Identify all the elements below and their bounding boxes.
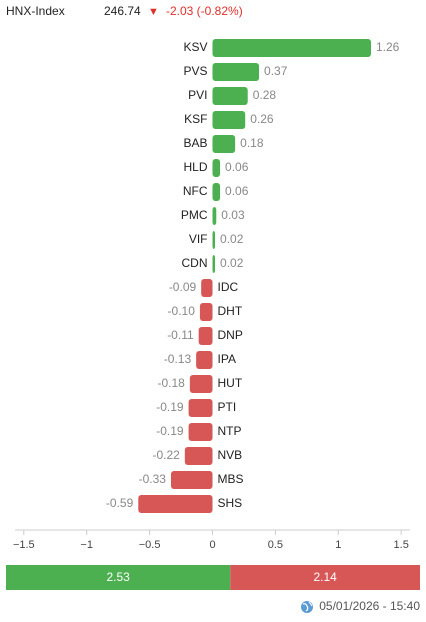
value-label: -0.10 bbox=[168, 304, 196, 318]
bar bbox=[212, 111, 246, 129]
category-label: PTI bbox=[218, 400, 237, 414]
value-label: -0.22 bbox=[152, 448, 180, 462]
bar bbox=[188, 423, 213, 441]
decline-bar bbox=[230, 565, 420, 590]
globe-icon bbox=[301, 601, 313, 613]
category-label: KSV bbox=[183, 40, 207, 54]
category-label: VIF bbox=[189, 232, 208, 246]
value-label: 0.06 bbox=[225, 160, 249, 174]
category-label: NFC bbox=[183, 184, 208, 198]
category-label: CDN bbox=[182, 256, 208, 270]
x-tick-label: 1.5 bbox=[394, 539, 409, 551]
value-label: 0.18 bbox=[240, 136, 264, 150]
bar bbox=[198, 327, 213, 345]
index-name: HNX-Index bbox=[6, 4, 65, 18]
value-label: -0.18 bbox=[157, 376, 185, 390]
value-label: 0.03 bbox=[221, 208, 245, 222]
category-label: KSF bbox=[184, 112, 207, 126]
value-label: -0.19 bbox=[156, 424, 184, 438]
category-label: DNP bbox=[218, 328, 243, 342]
bar bbox=[212, 255, 216, 273]
value-label: -0.11 bbox=[167, 328, 194, 342]
advance-bar bbox=[6, 565, 231, 590]
bar bbox=[188, 399, 213, 417]
category-label: DHT bbox=[218, 304, 243, 318]
bar bbox=[201, 279, 213, 297]
value-label: -0.13 bbox=[164, 352, 192, 366]
timestamp: 05/01/2026 - 15:40 bbox=[319, 599, 420, 613]
x-tick-label: −0.5 bbox=[139, 539, 161, 551]
index-change: -2.03 (-0.82%) bbox=[166, 4, 243, 18]
bar bbox=[196, 351, 213, 369]
bar bbox=[184, 447, 213, 465]
change-arrow: ▼ bbox=[148, 6, 159, 18]
value-label: 0.26 bbox=[250, 112, 274, 126]
bar bbox=[170, 471, 213, 489]
category-label: NVB bbox=[218, 448, 243, 462]
category-label: BAB bbox=[183, 136, 207, 150]
category-label: PVS bbox=[183, 64, 207, 78]
value-label: 1.26 bbox=[376, 40, 400, 54]
bar bbox=[212, 135, 236, 153]
category-label: SHS bbox=[218, 496, 243, 510]
x-tick-label: −1.5 bbox=[13, 539, 35, 551]
value-label: -0.33 bbox=[139, 472, 167, 486]
x-tick-label: 0 bbox=[209, 539, 215, 551]
bar bbox=[212, 159, 221, 177]
category-label: MBS bbox=[218, 472, 244, 486]
value-label: 0.06 bbox=[225, 184, 249, 198]
value-label: -0.59 bbox=[106, 496, 134, 510]
value-label: -0.09 bbox=[169, 280, 197, 294]
bar bbox=[138, 495, 213, 513]
value-label: 0.37 bbox=[264, 64, 288, 78]
bar bbox=[212, 231, 216, 249]
index-value: 246.74 bbox=[104, 4, 141, 18]
bar bbox=[212, 87, 248, 105]
bar bbox=[212, 207, 217, 225]
value-label: -0.19 bbox=[156, 400, 184, 414]
advance-label: 2.53 bbox=[106, 570, 130, 584]
category-label: PVI bbox=[188, 88, 207, 102]
category-label: NTP bbox=[218, 424, 242, 438]
bar bbox=[212, 39, 372, 57]
category-label: IDC bbox=[218, 280, 239, 294]
x-tick-label: 0.5 bbox=[268, 539, 283, 551]
bar bbox=[212, 63, 260, 81]
category-label: PMC bbox=[181, 208, 208, 222]
bar bbox=[189, 375, 213, 393]
value-label: 0.28 bbox=[253, 88, 277, 102]
category-label: IPA bbox=[218, 352, 236, 366]
category-label: HLD bbox=[183, 160, 207, 174]
x-tick-label: 1 bbox=[335, 539, 341, 551]
category-label: HUT bbox=[218, 376, 243, 390]
bar bbox=[199, 303, 213, 321]
decline-label: 2.14 bbox=[313, 570, 337, 584]
value-label: 0.02 bbox=[220, 256, 244, 270]
x-tick-label: −1 bbox=[80, 539, 93, 551]
value-label: 0.02 bbox=[220, 232, 244, 246]
bar bbox=[212, 183, 221, 201]
